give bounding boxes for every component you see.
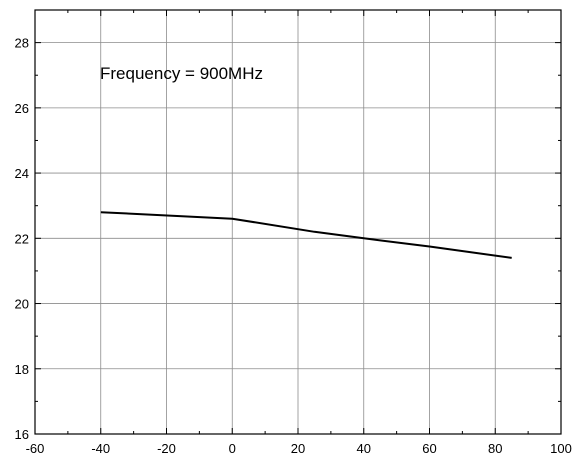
- y-tick-label: 24: [15, 166, 29, 181]
- plot-frame: [34, 9, 562, 435]
- series-group: [100, 211, 512, 259]
- y-tick-labels: 16 18 20 22 24 26 28: [15, 36, 29, 442]
- y-tick-label: 22: [15, 231, 29, 246]
- x-tick-label: 0: [229, 441, 236, 456]
- x-tick-label: 60: [422, 441, 436, 456]
- y-tick-label: 26: [15, 101, 29, 116]
- grid: [35, 10, 561, 434]
- x-tick-label: 40: [357, 441, 371, 456]
- x-tick-label: 20: [291, 441, 305, 456]
- series-line-0: [100, 211, 512, 259]
- x-tick-label: -20: [157, 441, 176, 456]
- y-tick-label: 16: [15, 427, 29, 442]
- y-tick-label: 28: [15, 36, 29, 51]
- minor-ticks: [35, 10, 561, 434]
- y-tick-label: 20: [15, 297, 29, 312]
- x-tick-labels: -60 -40 -20 0 20 40 60 80 100: [26, 441, 572, 456]
- x-tick-label: -60: [26, 441, 45, 456]
- x-tick-label: 80: [488, 441, 502, 456]
- y-tick-label: 18: [15, 362, 29, 377]
- x-tick-label: 100: [550, 441, 572, 456]
- x-tick-label: -40: [91, 441, 110, 456]
- frequency-annotation: Frequency = 900MHz: [100, 64, 263, 83]
